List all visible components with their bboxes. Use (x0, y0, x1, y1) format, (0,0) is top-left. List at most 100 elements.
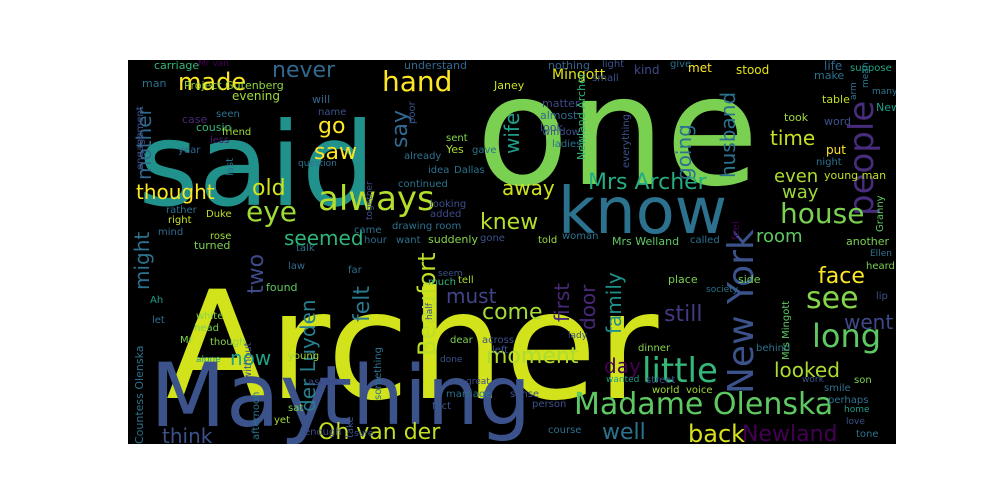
word-something: something (373, 347, 384, 400)
word-dear: dear (450, 335, 473, 346)
word-without: without (243, 342, 254, 380)
word-rather: rather (166, 205, 197, 216)
word-day: day (604, 354, 641, 378)
word-madame-olenska: Madame Olenska (574, 387, 834, 422)
word-far: far (348, 265, 362, 276)
word-must: must (446, 284, 497, 308)
word-janey: Janey (494, 79, 525, 92)
word-behind: behind (756, 343, 791, 354)
word-made: made (178, 68, 247, 96)
word-mrs-welland: Mrs Welland (612, 235, 680, 248)
word-word: word (824, 115, 852, 128)
word-knew: knew (480, 210, 539, 235)
word-side: side (738, 273, 761, 286)
word-still: still (664, 302, 703, 327)
word-little: little (642, 351, 718, 391)
word-hand: hand (382, 65, 453, 98)
word-back: back (688, 420, 746, 444)
word-countess-olenska: Countess Olenska (133, 345, 146, 445)
word-young-man: young man (824, 169, 887, 182)
word-long: long (812, 317, 882, 355)
word-white: white (196, 311, 224, 322)
word-enough: enough (304, 427, 342, 438)
word-wanted: wanted (606, 375, 640, 385)
word-dallas: Dallas (454, 165, 485, 176)
word-make: make (814, 69, 845, 82)
word-will: will (312, 93, 331, 106)
word-feel: feel (731, 221, 742, 240)
word-hour: hour (364, 235, 387, 246)
word-thing: thing (320, 349, 531, 444)
word-night: night (816, 157, 842, 168)
word-across: across (482, 335, 515, 346)
word-added: added (430, 209, 462, 220)
word-law: law (288, 261, 306, 272)
word-done: done (440, 355, 463, 365)
word-man: man (142, 77, 167, 90)
word-away: away (502, 176, 555, 200)
word-lip: lip (876, 291, 888, 302)
word-door: door (576, 284, 600, 330)
word-duke: Duke (206, 209, 232, 220)
word-evening: evening (232, 89, 281, 103)
word-continued: continued (398, 179, 448, 190)
word-give: give (670, 60, 692, 70)
word-way: way (782, 182, 819, 203)
word-mean: mean (861, 62, 871, 88)
word-ladies: ladies (552, 139, 582, 150)
word-last: last (225, 157, 236, 176)
word-want: want (396, 235, 421, 246)
word-face: face (818, 264, 865, 289)
word-window: window (542, 127, 580, 138)
word-woman: woman (562, 231, 599, 242)
word-granny: Granny (875, 195, 886, 232)
word-almost: almost (540, 109, 578, 122)
word-wife: wife (500, 112, 524, 154)
word-table: table (822, 93, 850, 106)
word-suddenly: suddenly (428, 233, 478, 246)
word-going: going (672, 124, 696, 180)
word-new: New (876, 101, 896, 114)
word-afternoon: afternoon (251, 391, 262, 440)
word-engagement: engagement (135, 106, 146, 170)
word-everything: everything (621, 114, 632, 168)
word-right: right (168, 215, 192, 226)
word-cousin: cousin (196, 121, 232, 134)
word-smile: smile (824, 383, 851, 394)
word-world: world (652, 385, 680, 396)
word-first: first (550, 282, 574, 322)
word-never: never (272, 60, 336, 83)
word-perhaps: perhaps (828, 395, 869, 406)
word-home: home (844, 405, 870, 415)
word-old: old (252, 176, 286, 201)
word-tone: tone (856, 429, 879, 440)
word-place: place (668, 273, 698, 286)
word-go: go (318, 114, 346, 139)
word-moment: moment (486, 344, 579, 369)
word-poor: poor (407, 101, 418, 124)
word-came: came (354, 225, 382, 236)
word-house: house (780, 197, 865, 230)
word-know: know (558, 175, 728, 249)
word-work: work (802, 375, 824, 385)
word-found: found (266, 281, 298, 294)
word-come: come (482, 300, 543, 325)
word-went: went (844, 310, 894, 334)
word-yes: Yes (446, 143, 464, 156)
word-love: love (846, 417, 865, 427)
word-saw: saw (314, 140, 357, 165)
word-small: small (592, 73, 619, 84)
word-mr-van: Mr van (198, 60, 229, 69)
word-person: person (532, 399, 567, 410)
word-nothing: nothing (548, 60, 590, 72)
word-thought: thought (136, 180, 215, 204)
word-always: always (318, 179, 435, 219)
word-project-gutenberg: Project Gutenberg (184, 79, 284, 92)
word-course: course (548, 425, 582, 436)
word-arm: arm (849, 82, 859, 100)
word-let: let (152, 315, 165, 326)
word-gave: gave (472, 145, 497, 156)
word-carriage: carriage (154, 60, 200, 72)
word-half: half (425, 303, 435, 320)
word-street: street (646, 375, 676, 386)
